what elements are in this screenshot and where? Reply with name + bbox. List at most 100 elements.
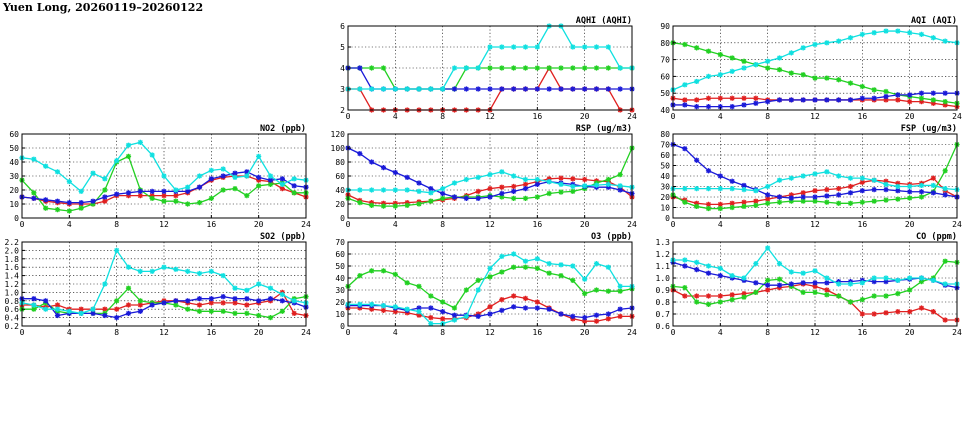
x-tick-label: 24 (301, 328, 311, 337)
chart-title: NO2 (ppb) (260, 124, 306, 134)
data-point-cyan (380, 187, 387, 193)
data-point-cyan (847, 281, 854, 287)
data-point-blue (357, 151, 363, 157)
data-point-green (895, 196, 901, 202)
data-point-cyan (859, 280, 865, 286)
y-tick-label: 0 (14, 214, 19, 223)
data-point-cyan (942, 281, 948, 287)
data-point-green (511, 195, 517, 201)
data-point-cyan (895, 28, 901, 34)
data-point-blue (812, 194, 818, 200)
data-point-cyan (741, 65, 747, 71)
data-point-cyan (847, 35, 854, 41)
x-tick-label: 20 (580, 112, 590, 121)
data-point-red (741, 95, 747, 101)
data-point-cyan (717, 186, 723, 192)
data-point-red (582, 318, 588, 324)
y-tick-label: 50 (660, 89, 670, 98)
data-point-green (705, 205, 712, 212)
data-point-green (800, 289, 806, 295)
y-tick-label: 2 (340, 106, 345, 115)
data-point-cyan (824, 169, 830, 175)
data-point-green (883, 293, 889, 299)
data-point-red (244, 302, 250, 308)
x-tick-label: 12 (159, 220, 169, 229)
data-point-blue (617, 187, 623, 193)
data-point-cyan (416, 86, 422, 92)
data-point-blue (54, 198, 61, 204)
data-point-blue (220, 173, 226, 179)
y-tick-label: 0 (340, 322, 345, 331)
data-point-green (66, 208, 72, 214)
data-point-cyan (570, 263, 576, 269)
chart-so2: 0 4 8 12 16 20 240.20.40.60.81.01.21.41.61.82.… (5, 232, 311, 337)
data-point-cyan (534, 176, 540, 183)
data-point-red (593, 318, 600, 324)
x-tick-label: 24 (952, 328, 962, 337)
data-point-blue (942, 192, 948, 198)
data-point-cyan (741, 275, 747, 281)
data-point-red (380, 200, 387, 206)
data-point-blue (694, 104, 700, 110)
data-point-red (682, 293, 688, 299)
data-point-cyan (196, 270, 203, 277)
data-point-cyan (788, 269, 794, 275)
y-tick-label: 1.1 (656, 262, 671, 271)
data-point-red (812, 188, 818, 194)
data-point-red (369, 200, 375, 206)
data-point-blue (522, 186, 529, 192)
data-point-cyan (185, 184, 191, 190)
data-point-blue (114, 315, 120, 321)
data-point-green (546, 190, 552, 197)
data-point-green (137, 298, 143, 304)
data-point-green (918, 194, 925, 200)
data-point-blue (522, 305, 529, 311)
data-point-red (137, 193, 143, 199)
data-point-blue (267, 177, 274, 183)
data-point-green (114, 298, 120, 304)
data-point-green (682, 41, 688, 48)
data-point-cyan (753, 188, 759, 194)
data-point-cyan (682, 82, 688, 88)
y-tick-label: 50 (660, 162, 670, 171)
y-tick-label: 90 (660, 22, 670, 31)
data-point-blue (208, 176, 214, 182)
data-point-blue (149, 302, 155, 308)
y-tick-label: 1.2 (656, 250, 671, 259)
data-point-green (836, 200, 842, 206)
data-point-cyan (907, 275, 913, 281)
x-tick-label: 8 (440, 112, 445, 121)
data-point-cyan (208, 167, 214, 173)
data-point-cyan (765, 245, 771, 251)
series-line-cyan (21, 141, 307, 193)
data-point-cyan (31, 302, 37, 308)
data-point-blue (404, 174, 410, 180)
data-point-green (765, 200, 771, 206)
data-point-green (149, 195, 155, 201)
data-point-red (694, 200, 700, 206)
data-point-cyan (705, 73, 712, 79)
data-point-cyan (43, 163, 49, 169)
data-point-blue (31, 296, 37, 302)
data-point-cyan (582, 276, 588, 282)
data-point-cyan (125, 142, 132, 148)
data-point-green (404, 202, 410, 208)
data-point-green (357, 200, 363, 206)
data-point-red (895, 309, 901, 315)
data-point-cyan (66, 179, 72, 185)
data-point-green (942, 258, 948, 264)
data-point-cyan (776, 55, 783, 61)
chart-title: O3 (ppb) (591, 232, 632, 242)
data-point-green (511, 264, 517, 270)
data-point-cyan (522, 176, 529, 183)
x-tick-label: 8 (765, 112, 770, 121)
x-tick-label: 20 (905, 112, 915, 121)
data-point-green (907, 195, 913, 201)
data-point-green (729, 297, 735, 303)
data-point-red (705, 95, 712, 101)
data-point-cyan (534, 44, 540, 50)
data-point-blue (54, 312, 61, 319)
data-point-red (125, 193, 132, 199)
y-tick-label: 40 (660, 172, 670, 181)
data-point-blue (451, 194, 458, 200)
